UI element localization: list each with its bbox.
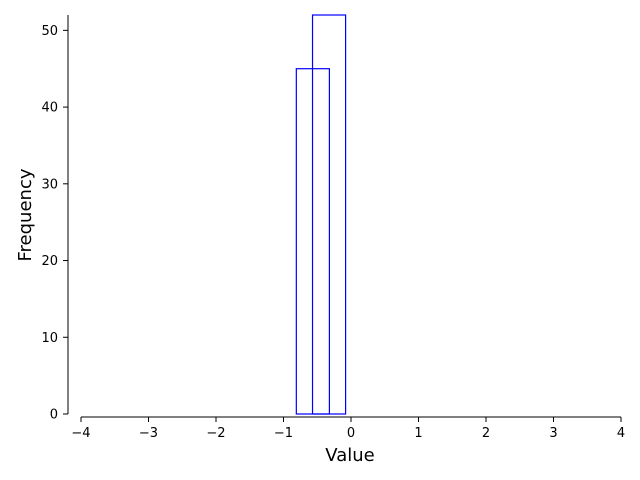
y-tick-label: 50 — [41, 24, 58, 39]
x-axis-label: Value — [325, 445, 374, 466]
y-ticks: 0 10 20 30 40 50 — [41, 24, 68, 423]
y-tick-label: 20 — [41, 254, 58, 269]
y-tick-label: 40 — [41, 101, 58, 116]
y-tick-label: 10 — [41, 331, 58, 346]
x-tick-label: −3 — [139, 426, 158, 441]
x-tick-label: 3 — [549, 426, 557, 441]
y-tick-label: 30 — [41, 177, 58, 192]
x-tick-label: 4 — [617, 426, 625, 441]
histogram-bar-1-1 — [311, 14, 347, 415]
histogram-bars — [295, 14, 347, 415]
x-tick-label: 1 — [414, 426, 422, 441]
x-tick-label: −4 — [71, 426, 90, 441]
x-tick-label: 2 — [482, 426, 490, 441]
x-tick-label: −2 — [206, 426, 225, 441]
y-axis-label: Frequency — [15, 168, 36, 261]
y-tick-label: 0 — [50, 408, 58, 423]
x-tick-label: −1 — [274, 426, 293, 441]
x-ticks: −4 −3 −2 −1 0 1 2 3 4 — [71, 417, 625, 441]
axes — [67, 15, 621, 418]
x-tick-label: 0 — [347, 426, 355, 441]
